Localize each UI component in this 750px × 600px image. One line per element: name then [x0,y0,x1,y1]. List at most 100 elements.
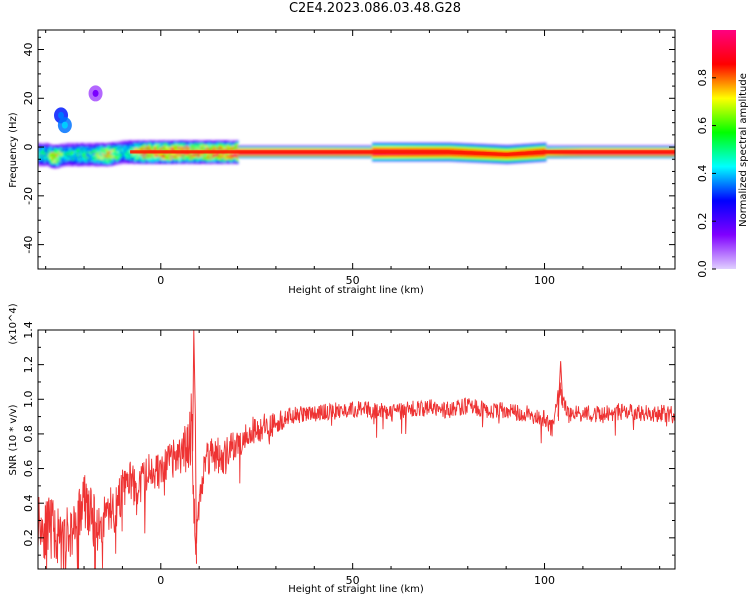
heatmap-cell [230,148,233,151]
heatmap-cell [596,149,599,151]
heatmap-cell [538,145,541,148]
heatmap-cell [124,158,127,161]
heatmap-cell [78,152,81,155]
heatmap-cell [584,147,587,150]
heatmap-cell [456,149,459,151]
heatmap-cell [134,159,137,162]
heatmap-cell [194,156,197,158]
heatmap-cell [556,149,559,151]
heatmap-cell [206,154,209,157]
heatmap-cell [426,146,429,149]
heatmap-cell [298,156,301,159]
heatmap-cell [56,151,59,154]
heatmap-cell [86,158,89,161]
heatmap-cell [232,141,235,144]
heatmap-cell [506,156,509,158]
heatmap-cell [84,151,87,153]
heatmap-cell [192,147,195,150]
heatmap-cell [274,146,277,149]
heatmap-cell [376,159,379,162]
heatmap-cell [402,153,405,156]
heatmap-cell [306,146,309,149]
heatmap-cell [72,146,75,149]
heatmap-cell [568,155,571,157]
heatmap-cell [66,150,69,152]
heatmap-cell [78,145,81,147]
heatmap-cell [200,147,203,150]
heatmap-cell [52,153,55,155]
heatmap-cell [480,150,483,152]
heatmap-cell [74,146,77,149]
heatmap-cell [520,155,523,157]
heatmap-cell [666,155,669,157]
heatmap-cell [498,146,501,148]
heatmap-cell [232,144,235,146]
heatmap-cell [228,161,231,163]
heatmap-cell [158,145,161,147]
heatmap-cell [492,147,495,149]
heatmap-cell [324,146,327,149]
heatmap-cell [524,155,527,157]
heatmap-cell [478,155,481,157]
heatmap-cell [60,152,63,154]
heatmap-cell [520,144,523,146]
heatmap-cell [558,147,561,150]
heatmap-cell [208,157,211,160]
heatmap-cell [138,158,141,161]
heatmap-cell [654,156,657,159]
heatmap-cell [586,146,589,149]
heatmap-cell [74,162,77,164]
heatmap-cell [392,142,395,145]
heatmap-cell [58,151,61,154]
heatmap-cell [504,146,507,148]
heatmap-cell [142,159,145,162]
heatmap-cell [318,146,321,149]
heatmap-cell [50,155,53,157]
heatmap-cell [360,147,363,150]
heatmap-cell [124,151,127,153]
heatmap-cell [636,145,639,148]
heatmap-cell [166,157,169,160]
heatmap-cell [662,146,665,149]
heatmap-cell [146,148,149,151]
heatmap-cell [292,155,295,157]
heatmap-cell [476,150,479,152]
heatmap-cell [630,146,633,149]
heatmap-cell [90,157,93,160]
heatmap-cell [404,153,407,156]
heatmap-cell [234,162,237,164]
heatmap-cell [142,162,145,164]
heatmap-cell [216,142,219,145]
heatmap-cell [316,154,319,156]
heatmap-cell [60,165,63,168]
heatmap-cell [662,152,665,155]
heatmap-cell [322,146,325,149]
heatmap-cell [670,145,673,148]
heatmap-cell [490,159,493,161]
heatmap-cell [620,156,623,159]
heatmap-cell [648,147,651,150]
heatmap-cell [60,164,63,167]
heatmap-cell [574,155,577,157]
heatmap-cell [240,149,243,151]
heatmap-cell [248,149,251,151]
heatmap-cell [176,148,179,151]
heatmap-cell [378,159,381,162]
heatmap-cell [396,146,399,149]
heatmap-cell [160,156,163,158]
heatmap-cell [126,161,129,163]
heatmap-cell [212,157,215,160]
heatmap-cell [636,149,639,151]
heatmap-cell [208,154,211,157]
heatmap-cell [198,147,201,150]
heatmap-cell [182,161,185,163]
heatmap-cell [428,157,431,160]
heatmap-cell [138,153,141,156]
heatmap-cell [414,153,417,156]
heatmap-cell [58,152,61,155]
heatmap-cell [558,156,561,159]
heatmap-cell [578,146,581,149]
heatmap-cell [38,145,41,147]
heatmap-cell [116,143,119,146]
heatmap-cell [440,153,443,156]
